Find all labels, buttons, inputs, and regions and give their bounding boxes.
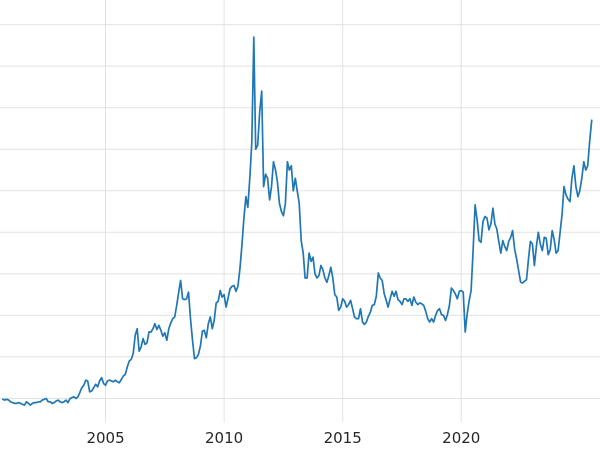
price-series-line bbox=[1, 36, 593, 406]
x-tick-label: 2020 bbox=[442, 429, 480, 447]
x-tick-label: 2010 bbox=[205, 429, 243, 447]
x-tick-label: 2015 bbox=[324, 429, 362, 447]
x-tick-label: 2005 bbox=[86, 429, 124, 447]
